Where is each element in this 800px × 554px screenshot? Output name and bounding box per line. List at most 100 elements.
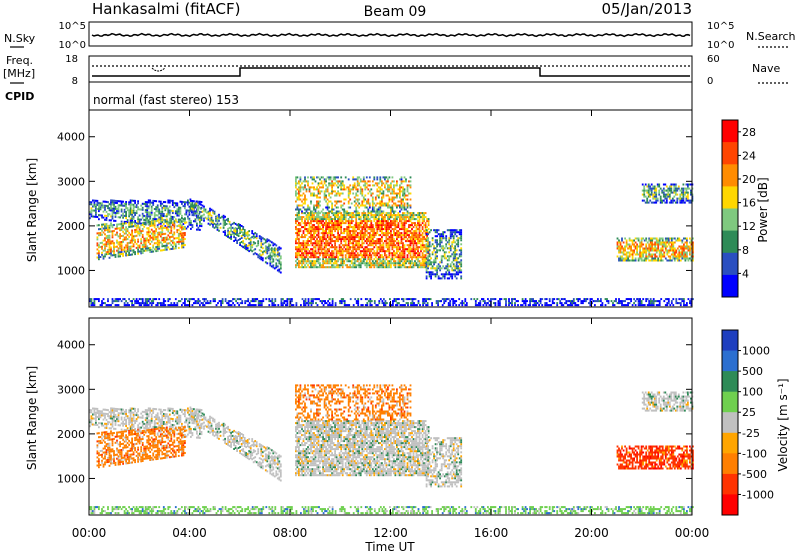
echo-cell: [393, 192, 395, 195]
echo-cell: [137, 224, 139, 227]
echo-cell: [179, 220, 182, 223]
echo-cell: [302, 222, 305, 225]
echo-cell: [344, 242, 347, 245]
echo-cell: [414, 242, 416, 245]
echo-cell: [341, 252, 344, 255]
echo-cell: [436, 251, 438, 254]
echo-cell: [99, 304, 102, 307]
echo-cell: [630, 259, 632, 262]
echo-cell: [687, 249, 690, 252]
echo-cell: [302, 252, 305, 255]
echo-cell: [138, 234, 141, 237]
echo-cell: [439, 277, 441, 280]
echo-cell: [359, 244, 362, 247]
echo-cell: [113, 248, 115, 251]
echo-cell: [317, 192, 320, 195]
echo-cell: [352, 238, 355, 241]
echo-cell: [362, 236, 365, 239]
echo-cell: [396, 182, 398, 185]
echo-cell: [114, 219, 117, 222]
echo-cell: [125, 232, 127, 235]
echo-cell: [340, 262, 343, 265]
echo-cell: [436, 249, 438, 252]
echo-cell: [654, 255, 657, 258]
echo-cell: [105, 243, 108, 246]
echo-cell: [421, 212, 424, 215]
echo-cell: [298, 214, 300, 217]
echo-cell: [452, 265, 455, 268]
echo-cell: [335, 266, 338, 269]
echo-cell: [390, 220, 392, 223]
echo-cell: [105, 210, 108, 213]
echo-cell: [379, 246, 382, 249]
echo-cell: [385, 262, 388, 265]
echo-cell: [92, 199, 94, 202]
echo-cell: [167, 211, 170, 214]
echo-cell: [680, 199, 683, 202]
echo-cell: [174, 247, 177, 250]
echo-cell: [405, 240, 407, 243]
echo-cell: [653, 201, 656, 204]
echo-cell: [381, 182, 383, 185]
echo-cell: [308, 212, 311, 215]
echo-cell: [295, 228, 297, 231]
echo-cell: [654, 247, 657, 250]
echo-cell: [113, 205, 115, 208]
echo-cell: [322, 248, 324, 251]
echo-cell: [618, 247, 620, 250]
echo-cell: [141, 244, 144, 246]
echo-cell: [329, 216, 332, 219]
echo-cell: [147, 219, 150, 222]
echo-cell: [181, 200, 183, 203]
echo-cell: [329, 232, 332, 235]
echo-cell: [337, 216, 339, 219]
echo-cell: [417, 264, 419, 267]
echo-cell: [302, 244, 305, 247]
echo-cell: [633, 245, 635, 248]
echo-cell: [158, 210, 161, 213]
echo-cell: [657, 259, 660, 262]
echo-cell: [677, 185, 680, 188]
echo-cell: [409, 232, 412, 235]
echo-cell: [670, 187, 673, 190]
echo-cell: [368, 202, 371, 205]
echo-cell: [619, 241, 622, 244]
echo-cell: [107, 236, 109, 239]
echo-cell: [405, 230, 407, 233]
echo-cell: [218, 219, 220, 222]
echo-cell: [313, 178, 315, 181]
echo-cell: [451, 243, 454, 246]
echo-cell: [658, 239, 661, 242]
echo-cell: [371, 224, 374, 227]
echo-cell: [307, 180, 309, 183]
echo-cell: [352, 228, 355, 231]
echo-cell: [417, 258, 419, 261]
echo-cell: [418, 212, 421, 215]
echo-cell: [424, 264, 427, 267]
echo-cell: [311, 212, 314, 215]
echo-cell: [323, 236, 326, 239]
echo-cell: [249, 249, 252, 252]
echo-cell: [358, 222, 361, 225]
echo-cell: [387, 194, 389, 197]
echo-cell: [260, 246, 263, 249]
echo-cell: [319, 216, 321, 219]
echo-cell: [437, 233, 440, 236]
echo-cell: [370, 244, 373, 247]
echo-cell: [358, 242, 361, 245]
echo-cell: [420, 240, 422, 243]
echo-cell: [362, 216, 365, 219]
echo-cell: [382, 222, 385, 225]
echo-cell: [335, 238, 338, 241]
echo-cell: [182, 226, 185, 229]
echo-cell: [625, 243, 628, 246]
echo-cell: [131, 249, 133, 252]
echo-cell: [405, 194, 407, 197]
noise-panel-frame: [88, 21, 693, 47]
echo-cell: [412, 242, 415, 245]
echo-cell: [120, 227, 123, 229]
echo-cell: [377, 248, 380, 251]
noise-right-label: N.Search: [746, 30, 796, 43]
echo-cell: [358, 262, 361, 265]
echo-cell: [176, 231, 179, 234]
